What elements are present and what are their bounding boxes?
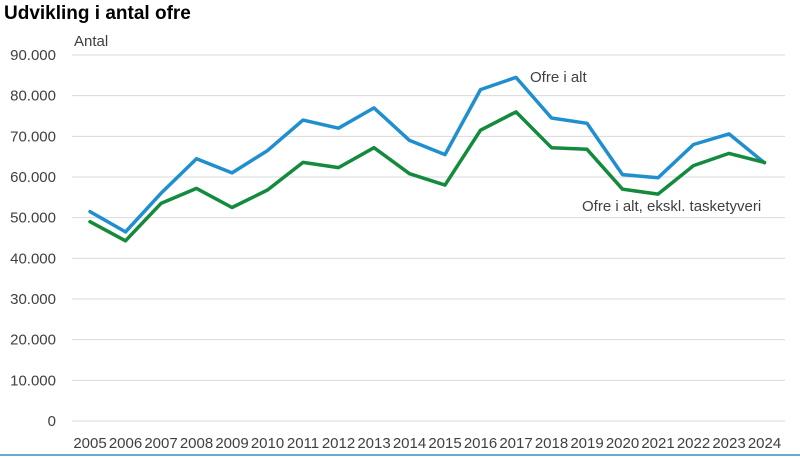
x-tick-label: 2021 — [641, 435, 674, 452]
x-tick-label: 2009 — [215, 435, 248, 452]
x-tick-label: 2012 — [322, 435, 355, 452]
x-axis-tick-labels: 2005 2006 2007 2008 2009 2010 2011 2012 2013 2014… — [73, 435, 781, 452]
y-tick-label: 20.000 — [10, 332, 56, 349]
x-tick-label: 2017 — [499, 435, 532, 452]
y-tick-label: 10.000 — [10, 372, 56, 389]
x-tick-label: 2010 — [251, 435, 284, 452]
y-tick-label: 80.000 — [10, 88, 56, 105]
x-tick-label: 2008 — [180, 435, 213, 452]
x-tick-label: 2011 — [287, 435, 319, 452]
y-tick-label: 30.000 — [10, 291, 56, 308]
y-axis-tick-labels: 0 10.000 20.000 30.000 40.000 50.000 60.000 70.… — [10, 47, 56, 430]
y-tick-label: 40.000 — [10, 250, 56, 267]
gridlines — [72, 54, 785, 422]
series-lines — [88, 75, 767, 243]
bottom-rule — [0, 454, 800, 456]
x-tick-label: 2006 — [109, 435, 142, 452]
y-tick-label: 50.000 — [10, 210, 56, 227]
x-tick-label: 2019 — [570, 435, 603, 452]
y-tick-label: 90.000 — [10, 47, 56, 64]
x-tick-label: 2013 — [357, 435, 390, 452]
x-tick-label: 2014 — [393, 435, 426, 452]
x-tick-label: 2016 — [464, 435, 497, 452]
x-tick-label: 2015 — [428, 435, 461, 452]
y-tick-label: 60.000 — [10, 169, 56, 186]
y-tick-label: 0 — [48, 413, 56, 430]
y-axis-label: Antal — [74, 33, 108, 50]
series-line-0 — [88, 75, 767, 234]
x-tick-label: 2024 — [748, 435, 781, 452]
series-label-ofre-i-alt: Ofre i alt — [530, 69, 588, 86]
x-tick-label: 2023 — [712, 435, 745, 452]
series-label-ofre-ekskl-tasketyveri: Ofre i alt, ekskl. tasketyveri — [582, 198, 761, 215]
x-tick-label: 2020 — [606, 435, 639, 452]
series-line-1 — [88, 110, 767, 243]
x-tick-label: 2005 — [73, 435, 106, 452]
y-tick-label: 70.000 — [10, 128, 56, 145]
x-tick-label: 2007 — [144, 435, 177, 452]
x-tick-label: 2018 — [535, 435, 568, 452]
x-tick-label: 2022 — [677, 435, 710, 452]
chart-title: Udvikling i antal ofre — [4, 3, 191, 24]
